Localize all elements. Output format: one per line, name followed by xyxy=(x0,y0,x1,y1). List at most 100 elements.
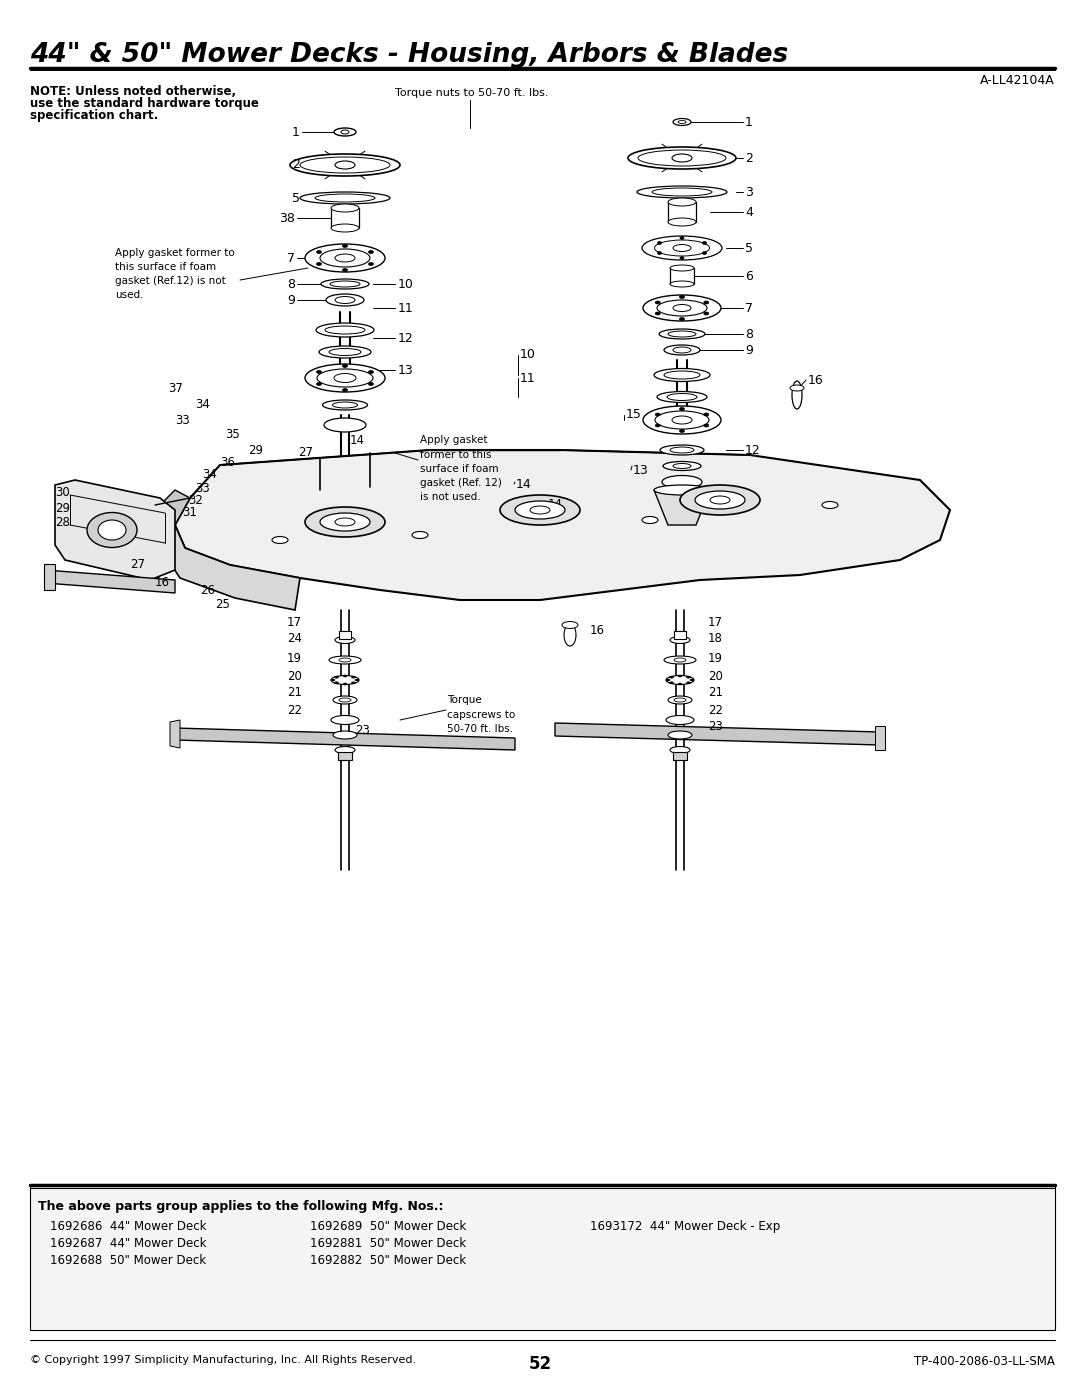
Ellipse shape xyxy=(670,637,690,644)
Text: 2: 2 xyxy=(292,158,300,172)
Text: 15: 15 xyxy=(626,408,642,422)
Ellipse shape xyxy=(335,637,355,644)
Ellipse shape xyxy=(792,381,802,409)
Ellipse shape xyxy=(673,244,691,251)
Bar xyxy=(670,268,694,284)
Ellipse shape xyxy=(330,204,359,212)
Ellipse shape xyxy=(642,236,723,260)
Ellipse shape xyxy=(320,249,370,267)
Ellipse shape xyxy=(335,746,355,753)
Ellipse shape xyxy=(316,263,322,265)
Text: 24: 24 xyxy=(287,631,302,644)
Bar xyxy=(330,208,359,228)
Text: 13: 13 xyxy=(633,464,649,476)
Text: 7: 7 xyxy=(745,302,753,314)
Ellipse shape xyxy=(316,383,322,386)
Text: The above parts group applies to the following Mfg. Nos.:: The above parts group applies to the fol… xyxy=(38,1200,444,1213)
Ellipse shape xyxy=(333,402,357,408)
Ellipse shape xyxy=(291,154,400,176)
Ellipse shape xyxy=(663,461,701,471)
Text: 17: 17 xyxy=(708,616,723,629)
Text: 1692686  44" Mower Deck: 1692686 44" Mower Deck xyxy=(50,1220,206,1234)
Ellipse shape xyxy=(669,696,692,704)
Ellipse shape xyxy=(329,657,361,664)
Text: 21: 21 xyxy=(287,686,302,700)
Text: 27: 27 xyxy=(298,446,313,458)
Polygon shape xyxy=(555,724,880,745)
Ellipse shape xyxy=(320,513,370,531)
Ellipse shape xyxy=(704,425,708,427)
Ellipse shape xyxy=(325,326,365,334)
Text: 16: 16 xyxy=(156,576,170,588)
Ellipse shape xyxy=(667,394,697,401)
Text: NOTE: Unless noted otherwise,: NOTE: Unless noted otherwise, xyxy=(30,85,237,98)
Bar xyxy=(30,1185,1055,1330)
Ellipse shape xyxy=(334,373,356,383)
Ellipse shape xyxy=(672,154,692,162)
Text: 5: 5 xyxy=(745,242,753,254)
Ellipse shape xyxy=(679,317,685,320)
Ellipse shape xyxy=(333,731,357,739)
Ellipse shape xyxy=(339,658,351,662)
Ellipse shape xyxy=(657,391,707,402)
Text: 10: 10 xyxy=(519,348,536,362)
Text: 7: 7 xyxy=(287,251,295,264)
Ellipse shape xyxy=(673,464,691,468)
Text: 9: 9 xyxy=(287,293,295,306)
Ellipse shape xyxy=(673,346,691,353)
Text: 29: 29 xyxy=(55,502,70,514)
Ellipse shape xyxy=(515,502,565,520)
Ellipse shape xyxy=(342,268,348,271)
Ellipse shape xyxy=(330,676,359,685)
Ellipse shape xyxy=(341,130,349,134)
Text: capscrews to: capscrews to xyxy=(447,710,515,719)
Ellipse shape xyxy=(339,698,351,703)
Ellipse shape xyxy=(672,416,692,425)
Ellipse shape xyxy=(670,265,694,271)
Text: 33: 33 xyxy=(175,414,190,426)
Ellipse shape xyxy=(351,676,355,678)
Text: 10: 10 xyxy=(399,278,414,291)
Text: 22: 22 xyxy=(287,704,302,717)
Ellipse shape xyxy=(318,369,373,387)
Ellipse shape xyxy=(342,244,348,247)
Ellipse shape xyxy=(664,372,700,379)
Text: Torque nuts to 50-70 ft. lbs.: Torque nuts to 50-70 ft. lbs. xyxy=(395,88,549,98)
Ellipse shape xyxy=(652,189,712,196)
Polygon shape xyxy=(654,490,710,525)
Ellipse shape xyxy=(654,369,710,381)
Text: 32: 32 xyxy=(188,493,203,507)
Ellipse shape xyxy=(329,348,361,355)
Ellipse shape xyxy=(679,408,685,411)
Bar xyxy=(673,752,687,760)
Ellipse shape xyxy=(333,696,357,704)
Text: 34: 34 xyxy=(202,468,217,481)
Ellipse shape xyxy=(368,250,374,253)
Ellipse shape xyxy=(658,251,661,254)
Ellipse shape xyxy=(321,279,369,289)
Ellipse shape xyxy=(335,682,338,683)
Ellipse shape xyxy=(670,281,694,286)
Text: 1692882  50" Mower Deck: 1692882 50" Mower Deck xyxy=(310,1255,467,1267)
Text: Torque: Torque xyxy=(447,694,482,705)
Text: 44" & 50" Mower Decks - Housing, Arbors & Blades: 44" & 50" Mower Decks - Housing, Arbors … xyxy=(30,42,788,68)
Text: 37: 37 xyxy=(168,381,183,394)
Text: 27: 27 xyxy=(130,559,145,571)
Ellipse shape xyxy=(673,305,691,312)
Ellipse shape xyxy=(355,679,359,680)
Ellipse shape xyxy=(500,495,580,525)
Text: used.: used. xyxy=(114,291,144,300)
Ellipse shape xyxy=(627,147,735,169)
Ellipse shape xyxy=(669,218,696,226)
Text: 8: 8 xyxy=(287,278,295,291)
Text: © Copyright 1997 Simplicity Manufacturing, Inc. All Rights Reserved.: © Copyright 1997 Simplicity Manufacturin… xyxy=(30,1355,416,1365)
Text: 29: 29 xyxy=(248,444,264,457)
Text: 35: 35 xyxy=(225,429,240,441)
Ellipse shape xyxy=(300,191,390,204)
Ellipse shape xyxy=(305,365,384,393)
Text: 11: 11 xyxy=(519,372,536,384)
Text: use the standard hardware torque: use the standard hardware torque xyxy=(30,96,259,110)
Text: 4: 4 xyxy=(745,205,753,218)
Text: 1692881  50" Mower Deck: 1692881 50" Mower Deck xyxy=(310,1236,467,1250)
Ellipse shape xyxy=(670,682,674,683)
